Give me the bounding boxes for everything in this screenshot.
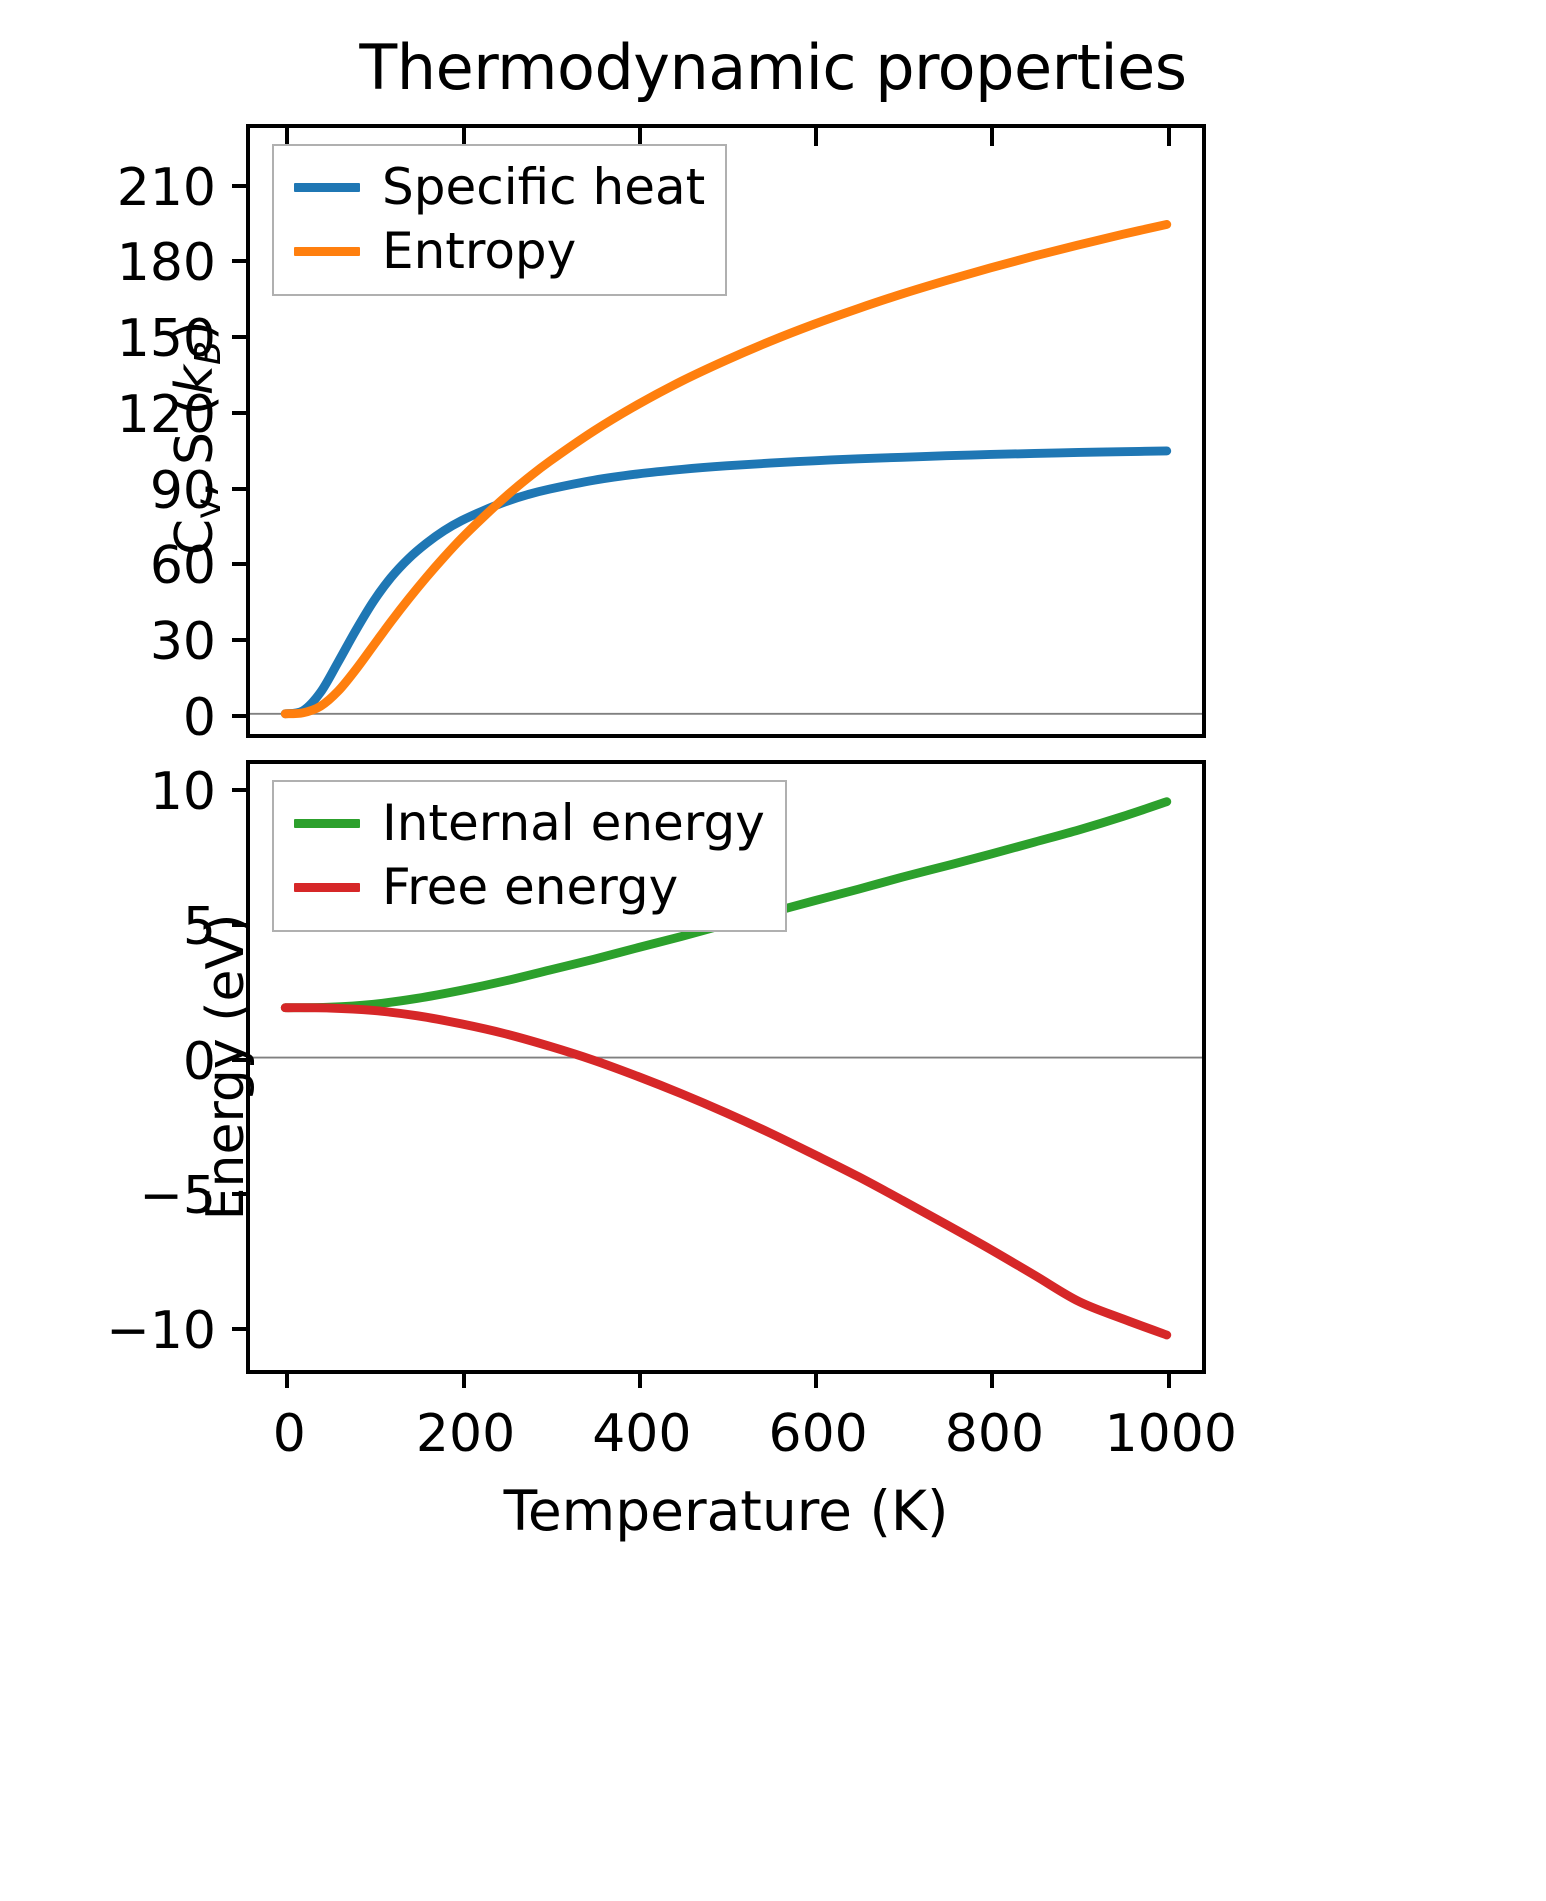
x-tick-mark <box>1166 128 1171 146</box>
legend-label-internal-energy: Internal energy <box>382 794 765 852</box>
x-tick-mark <box>814 128 819 146</box>
x-tick-mark <box>990 128 995 146</box>
y-tick-label: 5 <box>182 896 216 957</box>
top-subplot-axes: 210 180 150 120 90 60 30 0 Cv, S (kB) Specific … <box>117 124 1206 744</box>
y-tick-label: 90 <box>149 460 216 521</box>
ylabel-kb: kB <box>165 341 229 396</box>
y-tick-mark: 120 <box>117 389 250 441</box>
ylabel-suffix: ) <box>165 320 226 341</box>
legend-item-free-energy: Free energy <box>294 858 765 916</box>
x-tick-label: 600 <box>768 1404 868 1464</box>
y-tick-label: 10 <box>149 762 216 823</box>
legend-item-entropy: Entropy <box>294 222 705 280</box>
x-tick-mark: 400 <box>592 1370 691 1462</box>
x-tick-label: 800 <box>944 1404 1045 1464</box>
y-tick-label: 0 <box>182 687 216 748</box>
y-tick-mark: 90 <box>150 465 250 517</box>
legend-line-icon-internal-energy <box>294 818 360 828</box>
free-energy-curve <box>280 1003 1172 1340</box>
y-tick-mark: 30 <box>150 616 250 668</box>
x-tick-mark: 1000 <box>1105 1370 1237 1462</box>
y-tick-label: 210 <box>116 157 216 218</box>
legend-label-free-energy: Free energy <box>382 858 679 916</box>
y-tick-label: 60 <box>149 536 216 597</box>
ylabel-k: k <box>165 365 226 396</box>
y-tick-mark: 0 <box>183 1036 250 1088</box>
y-tick-label: 150 <box>116 309 216 370</box>
top-legend: Specific heat Entropy <box>272 144 728 296</box>
legend-line-icon-entropy <box>294 246 360 256</box>
top-plot-svg <box>250 220 1202 719</box>
bottom-subplot-axes: 10 5 0 −5 −10 0 200 400 600 800 1000 Energy (eV) … <box>106 760 1237 1462</box>
y-tick-label: 180 <box>116 233 216 294</box>
x-tick-mark <box>637 128 642 146</box>
y-tick-mark: −5 <box>139 1170 250 1222</box>
x-tick-mark: 0 <box>273 1370 306 1462</box>
ylabel-mid: , S ( <box>165 395 226 499</box>
y-tick-mark: 60 <box>150 540 250 592</box>
y-tick-mark: 10 <box>150 766 250 818</box>
x-tick-mark: 800 <box>945 1370 1044 1462</box>
legend-item-internal-energy: Internal energy <box>294 794 765 852</box>
y-tick-label: −5 <box>139 1166 216 1227</box>
y-tick-mark: 5 <box>183 901 250 953</box>
y-tick-mark: 180 <box>117 237 250 289</box>
y-tick-mark: 0 <box>183 692 250 744</box>
x-tick-mark: 600 <box>769 1370 868 1462</box>
x-tick-label: 1000 <box>1104 1404 1237 1464</box>
ylabel-k-sub: B <box>187 340 229 366</box>
x-tick-mark: 200 <box>416 1370 515 1462</box>
top-plot-area <box>250 128 1202 734</box>
ylabel-c-sub: v <box>187 498 229 519</box>
top-y-axis-label: Cv, S (kB) <box>165 88 237 788</box>
y-tick-mark: 150 <box>117 313 250 365</box>
entropy-curve <box>280 220 1172 719</box>
figure-title: Thermodynamic properties <box>359 31 1187 104</box>
legend-item-specific-heat: Specific heat <box>294 158 705 216</box>
x-tick-mark <box>461 128 466 146</box>
x-tick-label: 200 <box>415 1404 516 1464</box>
specific-heat-curve <box>280 446 1172 719</box>
legend-label-entropy: Entropy <box>382 222 577 280</box>
legend-line-icon-specific-heat <box>294 182 360 192</box>
legend-line-icon-free-energy <box>294 882 360 892</box>
y-tick-mark: 210 <box>117 162 250 214</box>
x-tick-label: 400 <box>592 1404 692 1464</box>
y-tick-label: 0 <box>182 1031 216 1092</box>
bottom-legend: Internal energy Free energy <box>272 780 787 932</box>
ylabel-c: C <box>165 518 226 556</box>
y-tick-label: −10 <box>106 1300 216 1361</box>
y-tick-mark: −10 <box>106 1305 250 1357</box>
legend-label-specific-heat: Specific heat <box>382 158 706 216</box>
x-axis-label: Temperature (K) <box>503 1479 949 1543</box>
x-tick-label: 0 <box>272 1404 306 1464</box>
bottom-y-axis-label: Energy (eV) <box>196 913 256 1221</box>
y-tick-label: 30 <box>149 612 216 673</box>
y-tick-label: 120 <box>116 384 216 445</box>
x-tick-mark <box>285 128 290 146</box>
